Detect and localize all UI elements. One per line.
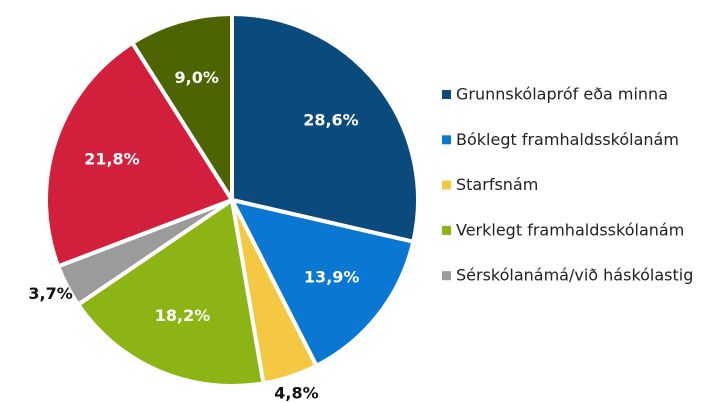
legend-label: Starfsnám: [456, 175, 538, 194]
legend-marker: [442, 90, 451, 99]
legend-marker: [442, 180, 451, 190]
legend-label: Verklegt framhaldsskólanám: [456, 220, 684, 239]
legend-label: Grunnskólapróf eða minna: [456, 85, 668, 104]
legend-label: Sérskólanámá/við háskólastig: [456, 266, 693, 285]
value-label: 3,7%: [28, 284, 72, 303]
pie-slice: [75, 196, 266, 388]
value-label: 13,9%: [304, 267, 360, 286]
pie-slice: [228, 197, 416, 369]
value-label: 18,2%: [155, 306, 211, 325]
legend-marker: [442, 225, 451, 235]
value-label: 4,8%: [274, 384, 318, 403]
pie-slice: [230, 11, 420, 245]
legend-marker: [442, 271, 451, 281]
value-label: 28,6%: [303, 111, 359, 130]
legend-marker: [442, 135, 451, 145]
value-label: 21,8%: [84, 150, 140, 169]
legend-label: Bóklegt framhaldsskólanám: [456, 130, 679, 149]
pie-slice: [129, 11, 234, 207]
value-label: 9,0%: [175, 68, 219, 87]
pie-slice: [44, 40, 236, 269]
